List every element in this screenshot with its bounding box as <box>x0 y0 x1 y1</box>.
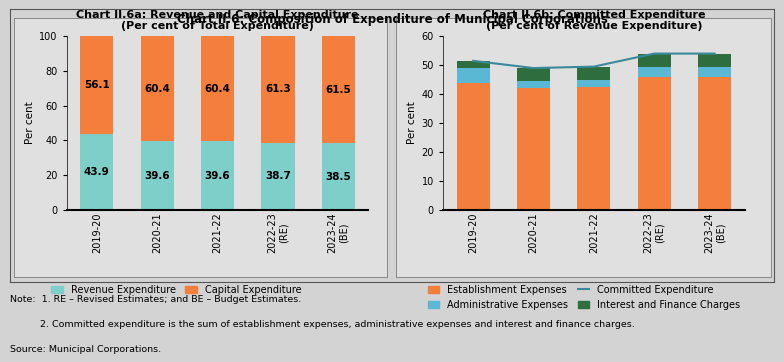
Bar <box>456 83 490 210</box>
Bar <box>637 67 671 77</box>
Title: Chart II.6b: Committed Expenditure
(Per cent of Revenue Expenditure): Chart II.6b: Committed Expenditure (Per … <box>483 10 705 31</box>
Text: Note:  1. RE – Revised Estimates; and BE – Budget Estimates.: Note: 1. RE – Revised Estimates; and BE … <box>10 295 301 304</box>
Bar <box>637 77 671 210</box>
Y-axis label: Per cent: Per cent <box>25 102 35 144</box>
Legend: Establishment Expenses, Administrative Expenses, Committed Expenditure, Interest: Establishment Expenses, Administrative E… <box>423 281 744 313</box>
Bar <box>517 81 550 88</box>
Bar <box>321 36 355 143</box>
Bar <box>140 141 174 210</box>
Text: 39.6: 39.6 <box>144 171 170 181</box>
Bar <box>637 54 671 67</box>
Bar <box>261 143 295 210</box>
Text: 43.9: 43.9 <box>84 167 110 177</box>
Bar <box>456 68 490 83</box>
Text: Chart II.6: Composition of Expenditure of Municipal Corporations: Chart II.6: Composition of Expenditure o… <box>176 13 608 26</box>
Bar <box>698 77 731 210</box>
Title: Chart II.6a: Revenue and Capital Expenditure
(Per cent of Total Expenditure): Chart II.6a: Revenue and Capital Expendi… <box>76 10 359 31</box>
Text: 61.5: 61.5 <box>325 85 351 94</box>
Text: 2. Committed expenditure is the sum of establishment expenses, administrative ex: 2. Committed expenditure is the sum of e… <box>10 320 635 329</box>
Text: 38.7: 38.7 <box>265 171 291 181</box>
Bar <box>140 36 174 141</box>
Bar <box>321 143 355 210</box>
Bar <box>577 80 611 87</box>
Text: 39.6: 39.6 <box>205 171 230 181</box>
Bar <box>201 36 234 141</box>
Bar <box>577 67 611 80</box>
Bar <box>698 67 731 77</box>
Legend: Revenue Expenditure, Capital Expenditure: Revenue Expenditure, Capital Expenditure <box>47 281 305 299</box>
Y-axis label: Per cent: Per cent <box>408 102 417 144</box>
Text: 60.4: 60.4 <box>205 84 230 94</box>
Bar <box>456 61 490 68</box>
Bar <box>577 87 611 210</box>
Text: 60.4: 60.4 <box>144 84 170 94</box>
Bar <box>80 36 114 134</box>
Bar <box>80 134 114 210</box>
Bar <box>698 54 731 67</box>
Text: 38.5: 38.5 <box>325 172 351 181</box>
Bar <box>517 68 550 81</box>
Bar <box>261 36 295 143</box>
Bar <box>517 88 550 210</box>
Text: 61.3: 61.3 <box>265 84 291 94</box>
Text: Source: Municipal Corporations.: Source: Municipal Corporations. <box>10 345 162 354</box>
Bar <box>201 141 234 210</box>
Text: 56.1: 56.1 <box>84 80 110 90</box>
